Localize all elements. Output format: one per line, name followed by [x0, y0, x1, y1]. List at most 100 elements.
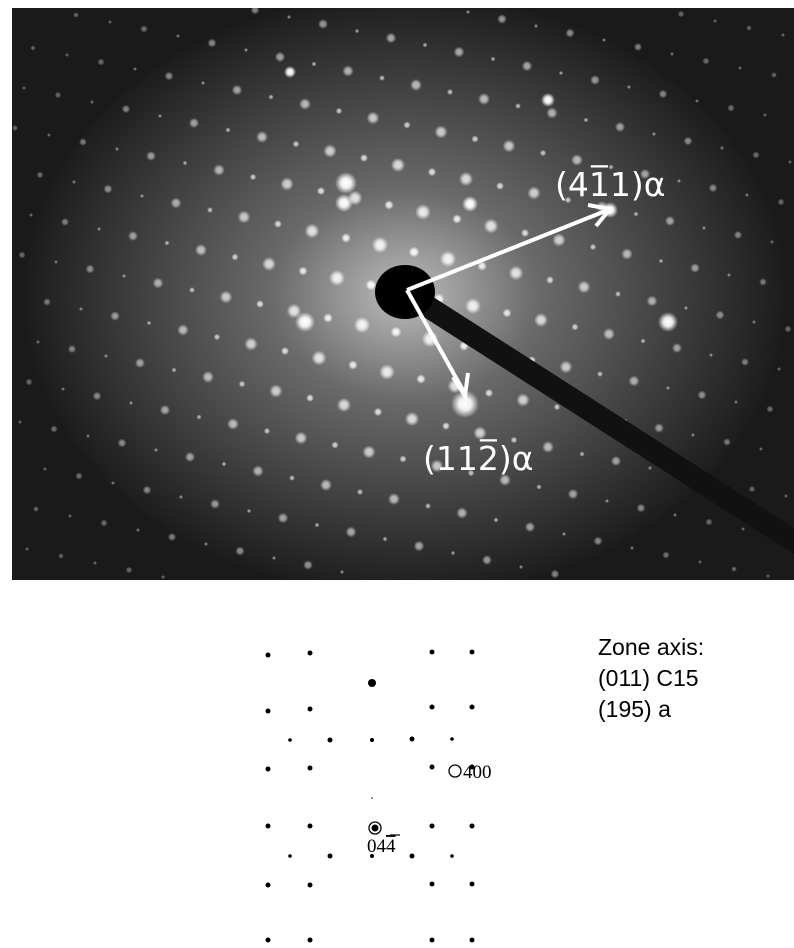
- diffraction-spot: [118, 439, 127, 448]
- diffraction-spot: [337, 398, 351, 412]
- diffraction-spot: [770, 240, 774, 244]
- diffraction-spot: [670, 52, 674, 56]
- diffraction-spot: [29, 213, 33, 217]
- diffraction-spot: [365, 279, 376, 290]
- schematic-spot: [430, 824, 435, 829]
- diffraction-spot: [399, 455, 406, 462]
- diffraction-spot: [741, 527, 745, 531]
- diffraction-spot: [565, 28, 574, 37]
- schematic-spot: [308, 824, 313, 829]
- schematic-spot: [370, 738, 374, 742]
- diffraction-spot: [456, 507, 467, 518]
- schematic-spot: [470, 705, 475, 710]
- diffraction-spot: [611, 456, 621, 466]
- diffraction-spot: [627, 85, 631, 89]
- diffraction-spot: [61, 387, 65, 391]
- diffraction-spot: [594, 537, 603, 546]
- diffraction-spot: [22, 86, 26, 90]
- diffraction-spot: [168, 533, 176, 541]
- diffraction-spot: [597, 371, 603, 377]
- diffraction-spot: [416, 374, 425, 383]
- diffraction-spot: [494, 518, 499, 523]
- schematic-spot: [430, 650, 435, 655]
- diffraction-spot: [777, 367, 781, 371]
- diffraction-spot: [103, 184, 112, 193]
- diffraction-spot: [452, 214, 461, 223]
- diffraction-spot: [525, 522, 535, 532]
- diffraction-spot: [274, 220, 282, 228]
- diffraction-spot: [360, 154, 368, 162]
- diffraction-spot: [136, 528, 140, 532]
- diffraction-spot: [43, 298, 51, 306]
- diffraction-spot: [603, 328, 615, 340]
- diffraction-spot: [602, 38, 606, 42]
- diffraction-spot: [788, 160, 792, 164]
- diffraction-spot: [384, 200, 393, 209]
- diffraction-spot: [579, 451, 584, 456]
- diffraction-spot: [590, 244, 596, 250]
- diffraction-spot: [552, 233, 565, 246]
- diffraction-spot: [386, 33, 397, 44]
- diffraction-spot: [58, 553, 64, 559]
- diffraction-spot: [247, 509, 251, 513]
- diffraction-spot: [154, 448, 158, 452]
- diffraction-spot: [318, 19, 328, 29]
- diffraction-spot: [633, 211, 638, 216]
- diffraction-spot: [36, 340, 40, 344]
- diffraction-spot: [459, 172, 473, 186]
- diffraction-spot: [68, 345, 76, 353]
- schematic-spot: [308, 707, 313, 712]
- diffraction-spot: [122, 274, 126, 278]
- diffraction-spot: [298, 266, 307, 275]
- diffraction-spot: [147, 321, 152, 326]
- diffraction-spot: [97, 58, 104, 65]
- diffraction-spot: [281, 347, 289, 355]
- diffraction-spot: [383, 537, 388, 542]
- schematic-spot: [470, 882, 475, 887]
- diffraction-spot: [55, 92, 62, 99]
- diffraction-spot: [749, 486, 756, 493]
- diffraction-spot: [331, 441, 338, 448]
- diffraction-spot: [315, 523, 320, 528]
- diffraction-spot: [590, 75, 600, 85]
- diffraction-spot: [560, 361, 573, 374]
- diffraction-spot: [110, 311, 120, 321]
- diffraction-spot: [214, 334, 220, 340]
- diffraction-spot: [225, 127, 230, 132]
- diffraction-spot: [403, 121, 410, 128]
- diffraction-spot: [414, 541, 425, 552]
- diffraction-spot: [305, 224, 320, 239]
- schematic-spot: [308, 766, 313, 771]
- diffraction-spot: [129, 401, 133, 405]
- zone-axis-line: (011) C15: [598, 665, 699, 691]
- diffraction-spot: [122, 105, 130, 113]
- diffraction-spot: [634, 43, 642, 51]
- diffraction-spot: [72, 180, 76, 184]
- diffraction-spot: [690, 263, 700, 273]
- diffraction-spot: [551, 570, 560, 579]
- diffraction-spot: [372, 237, 388, 253]
- reflection-label: (112̅)α: [423, 438, 534, 478]
- diffraction-spot: [133, 67, 137, 71]
- diffraction-spot: [536, 484, 541, 489]
- diffraction-spot: [534, 313, 548, 327]
- schematic-spot: [266, 824, 271, 829]
- diffraction-spot: [527, 186, 540, 199]
- bright-spot: [462, 196, 478, 212]
- diffraction-spot: [731, 566, 737, 572]
- diffraction-spot: [323, 313, 333, 323]
- diffraction-spot: [256, 131, 268, 143]
- diffraction-spot: [128, 231, 138, 241]
- schematic-spot: [430, 705, 435, 710]
- diffraction-spot: [423, 43, 428, 48]
- diffraction-spot: [268, 94, 273, 99]
- diffraction-spot: [90, 100, 94, 104]
- diffraction-spot: [713, 19, 717, 23]
- schematic-spot: [450, 737, 454, 741]
- diffraction-spot: [176, 34, 180, 38]
- diffraction-spot: [177, 324, 189, 336]
- diffraction-spot: [36, 171, 43, 178]
- diffraction-spot: [207, 207, 213, 213]
- diffraction-spot: [425, 503, 431, 509]
- diffraction-spot: [213, 164, 225, 176]
